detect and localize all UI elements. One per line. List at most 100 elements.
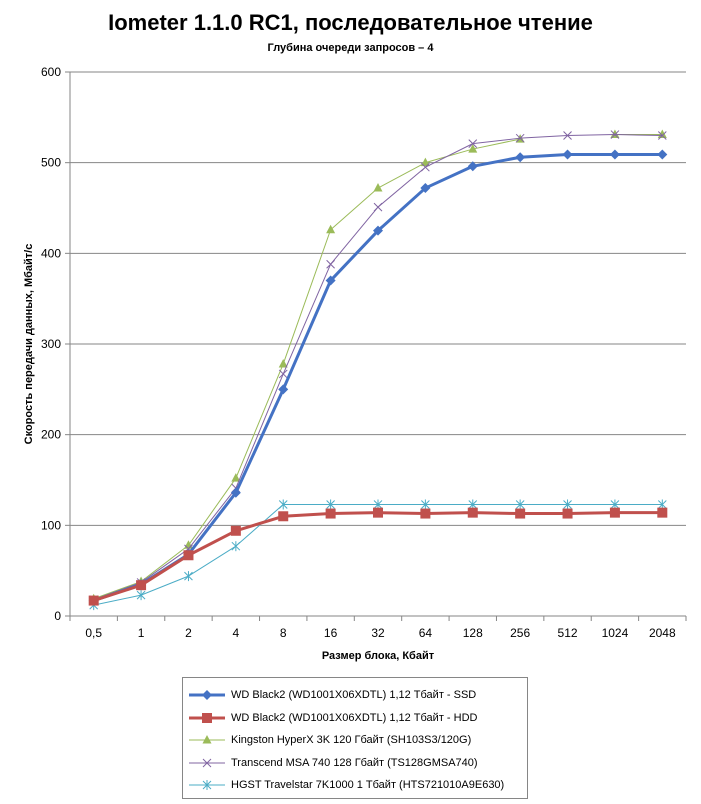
legend-swatch	[189, 733, 225, 747]
data-point	[373, 183, 383, 192]
legend-item: WD Black2 (WD1001X06XDTL) 1,12 Тбайт - S…	[183, 684, 527, 707]
chart-subtitle: Глубина очереди запросов – 4	[267, 42, 434, 54]
axes: 0 100 200 300 400 500 600 0,5 1 2 4 8 16 32 64 128 256 51…	[41, 65, 687, 640]
data-point	[278, 511, 289, 522]
data-point	[657, 131, 667, 140]
data-point	[420, 157, 430, 167]
legend-marker	[202, 780, 212, 791]
legend-swatch	[189, 756, 225, 770]
x-tick-label: 512	[558, 626, 578, 640]
data-point	[325, 275, 336, 286]
data-point	[136, 590, 146, 601]
x-tick-label: 64	[419, 626, 433, 640]
data-point	[657, 149, 668, 160]
data-point	[467, 161, 478, 172]
x-tick-label: 32	[371, 626, 385, 640]
data-point	[515, 152, 526, 163]
legend-marker	[202, 735, 212, 744]
legend-label: Kingston HyperX 3K 120 Гбайт (SH103S3/12…	[231, 734, 472, 747]
y-tick-label: 0	[54, 609, 61, 623]
series-line	[93, 153, 663, 603]
data-point	[278, 499, 288, 510]
y-tick-label: 100	[41, 518, 61, 532]
data-point	[420, 508, 431, 519]
data-point	[562, 149, 573, 160]
legend-marker	[202, 758, 212, 768]
series-1	[88, 149, 668, 606]
y-axis-title: Скорость передачи данных, Мбайт/с	[23, 244, 35, 445]
legend-label: HGST Travelstar 7K1000 1 Тбайт (HTS72101…	[231, 779, 505, 792]
data-point	[373, 225, 383, 236]
x-axis-title: Размер блока, Кбайт	[322, 650, 435, 662]
x-tick-label: 4	[233, 626, 240, 640]
x-tick-label: 1	[138, 626, 145, 640]
legend-item: HGST Travelstar 7K1000 1 Тбайт (HTS72101…	[183, 774, 527, 797]
data-point	[326, 499, 335, 510]
legend-marker	[202, 690, 212, 701]
legend-swatch	[189, 711, 225, 725]
legend-swatch	[189, 688, 225, 702]
data-point	[610, 129, 620, 139]
legend-label: WD Black2 (WD1001X06XDTL) 1,12 Тбайт - S…	[231, 689, 477, 702]
series-2	[88, 507, 668, 606]
data-point	[563, 499, 572, 510]
data-point	[609, 149, 620, 160]
legend: WD Black2 (WD1001X06XDTL) 1,12 Тбайт - S…	[182, 677, 528, 799]
series-line	[93, 503, 663, 606]
x-tick-label: 256	[510, 626, 530, 640]
data-point	[230, 525, 241, 536]
y-tick-label: 400	[41, 246, 61, 260]
series-3	[89, 129, 667, 603]
chart-title: Iometer 1.1.0 RC1, последовательное чтен…	[108, 10, 593, 35]
data-point	[609, 507, 620, 518]
data-point	[421, 499, 430, 510]
data-point	[326, 224, 336, 234]
data-point	[468, 144, 478, 153]
data-point	[515, 133, 525, 143]
data-point	[373, 202, 383, 212]
x-tick-label: 2048	[649, 626, 676, 640]
data-point	[230, 487, 241, 498]
data-point	[278, 358, 288, 368]
y-tick-label: 600	[41, 65, 61, 79]
data-point	[184, 571, 193, 582]
data-point	[563, 131, 572, 140]
series-line	[93, 138, 521, 600]
data-point	[136, 580, 147, 591]
data-point	[467, 507, 478, 518]
data-point	[373, 507, 383, 518]
series-line	[93, 134, 663, 601]
data-point	[183, 550, 194, 561]
data-point	[231, 473, 241, 482]
x-tick-label: 8	[280, 626, 287, 640]
data-point	[231, 541, 241, 552]
data-point	[326, 259, 335, 269]
gridlines	[70, 71, 686, 526]
x-tick-label: 16	[324, 626, 338, 640]
data-point	[562, 508, 573, 519]
x-tick-label: 2	[185, 626, 192, 640]
legend-item: Transcend MSA 740 128 Гбайт (TS128GMSA74…	[183, 752, 527, 775]
x-tick-label: 1024	[602, 626, 629, 640]
data-point	[421, 162, 430, 172]
legend-item: WD Black2 (WD1001X06XDTL) 1,12 Тбайт - H…	[183, 707, 527, 730]
data-point	[657, 129, 667, 139]
data-point	[325, 508, 336, 519]
x-tick-label: 0,5	[85, 626, 102, 640]
series-4	[89, 130, 667, 605]
data-point	[88, 595, 99, 606]
x-tick-label: 128	[463, 626, 483, 640]
data-point	[420, 183, 431, 194]
legend-label: Transcend MSA 740 128 Гбайт (TS128GMSA74…	[231, 756, 478, 769]
data-point	[610, 130, 620, 139]
y-tick-label: 200	[41, 428, 61, 442]
y-tick-label: 300	[41, 337, 61, 351]
legend-label: WD Black2 (WD1001X06XDTL) 1,12 Тбайт - H…	[231, 711, 478, 724]
y-tick-label: 500	[41, 156, 61, 170]
legend-swatch	[189, 778, 225, 792]
data-point	[278, 384, 289, 395]
series-layer	[88, 129, 668, 611]
data-point	[515, 508, 526, 519]
